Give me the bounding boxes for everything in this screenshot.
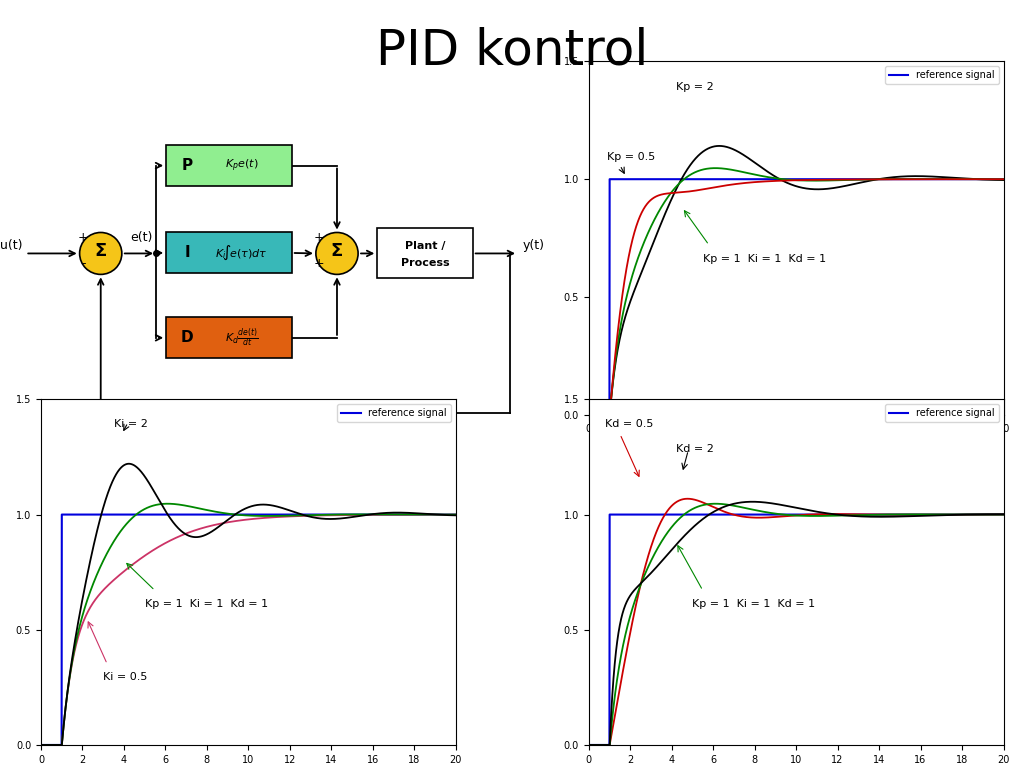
Text: -: - bbox=[81, 257, 85, 270]
Text: Kp = 1  Ki = 1  Kd = 1: Kp = 1 Ki = 1 Kd = 1 bbox=[144, 599, 267, 609]
Text: Σ: Σ bbox=[94, 242, 106, 260]
Text: Σ: Σ bbox=[331, 242, 343, 260]
Legend: reference signal: reference signal bbox=[885, 404, 998, 422]
Text: Ki = 2: Ki = 2 bbox=[114, 419, 147, 429]
Text: Kp = 0.5: Kp = 0.5 bbox=[607, 152, 655, 162]
FancyBboxPatch shape bbox=[166, 317, 292, 358]
Text: Plant /: Plant / bbox=[404, 241, 445, 251]
Legend: reference signal: reference signal bbox=[337, 404, 451, 422]
Text: Ki = 0.5: Ki = 0.5 bbox=[103, 673, 147, 683]
Text: +: + bbox=[314, 231, 325, 244]
Text: Process: Process bbox=[400, 258, 450, 269]
Text: I: I bbox=[184, 246, 190, 260]
Text: Kp = 1  Ki = 1  Kd = 1: Kp = 1 Ki = 1 Kd = 1 bbox=[702, 253, 826, 263]
Text: Kp = 2: Kp = 2 bbox=[676, 81, 714, 91]
Text: $K_p e(t)$: $K_p e(t)$ bbox=[224, 157, 258, 174]
Text: $K_d\frac{de(t)}{dt}$: $K_d\frac{de(t)}{dt}$ bbox=[225, 326, 258, 349]
Text: +: + bbox=[78, 231, 88, 244]
Text: PID kontrol: PID kontrol bbox=[376, 27, 648, 75]
Text: e(t): e(t) bbox=[130, 231, 153, 244]
Text: D: D bbox=[181, 330, 194, 346]
Legend: reference signal: reference signal bbox=[885, 66, 998, 84]
Text: $K_i\!\int\!e(\tau)d\tau$: $K_i\!\int\!e(\tau)d\tau$ bbox=[215, 243, 267, 262]
Text: y(t): y(t) bbox=[523, 240, 545, 253]
Text: Kp = 1  Ki = 1  Kd = 1: Kp = 1 Ki = 1 Kd = 1 bbox=[692, 599, 815, 609]
Text: u(t): u(t) bbox=[0, 240, 23, 253]
Text: Kd = 2: Kd = 2 bbox=[676, 445, 714, 455]
Text: +: + bbox=[314, 257, 325, 270]
Text: Kd = 0.5: Kd = 0.5 bbox=[605, 419, 653, 429]
FancyBboxPatch shape bbox=[166, 145, 292, 186]
Circle shape bbox=[315, 233, 358, 274]
Circle shape bbox=[80, 233, 122, 274]
Text: P: P bbox=[181, 158, 193, 173]
FancyBboxPatch shape bbox=[377, 229, 473, 279]
FancyBboxPatch shape bbox=[166, 233, 292, 273]
